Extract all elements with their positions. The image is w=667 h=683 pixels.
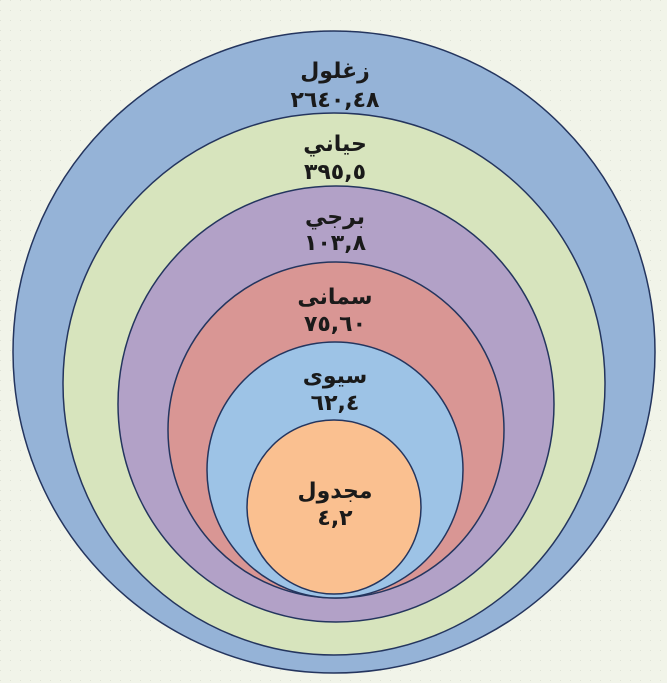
node-value: ٦٢,٤ bbox=[311, 391, 360, 416]
node-label: برجي bbox=[305, 205, 365, 230]
node-value: ٣٩٥,٥ bbox=[304, 160, 366, 185]
node-value: ٧٥,٦٠ bbox=[304, 312, 366, 337]
node-value: ٢٦٤٠,٤٨ bbox=[291, 88, 380, 113]
circle-magdoul bbox=[246, 419, 422, 595]
node-label: سمانى bbox=[297, 285, 372, 310]
node-label: مجدول bbox=[298, 479, 373, 504]
node-label: زغلول bbox=[300, 59, 370, 84]
node-label: حياني bbox=[303, 132, 367, 157]
node-value: ١٠٣,٨ bbox=[304, 231, 367, 256]
node-label: سيوى bbox=[303, 364, 368, 389]
node-value: ٤,٢ bbox=[317, 506, 353, 531]
